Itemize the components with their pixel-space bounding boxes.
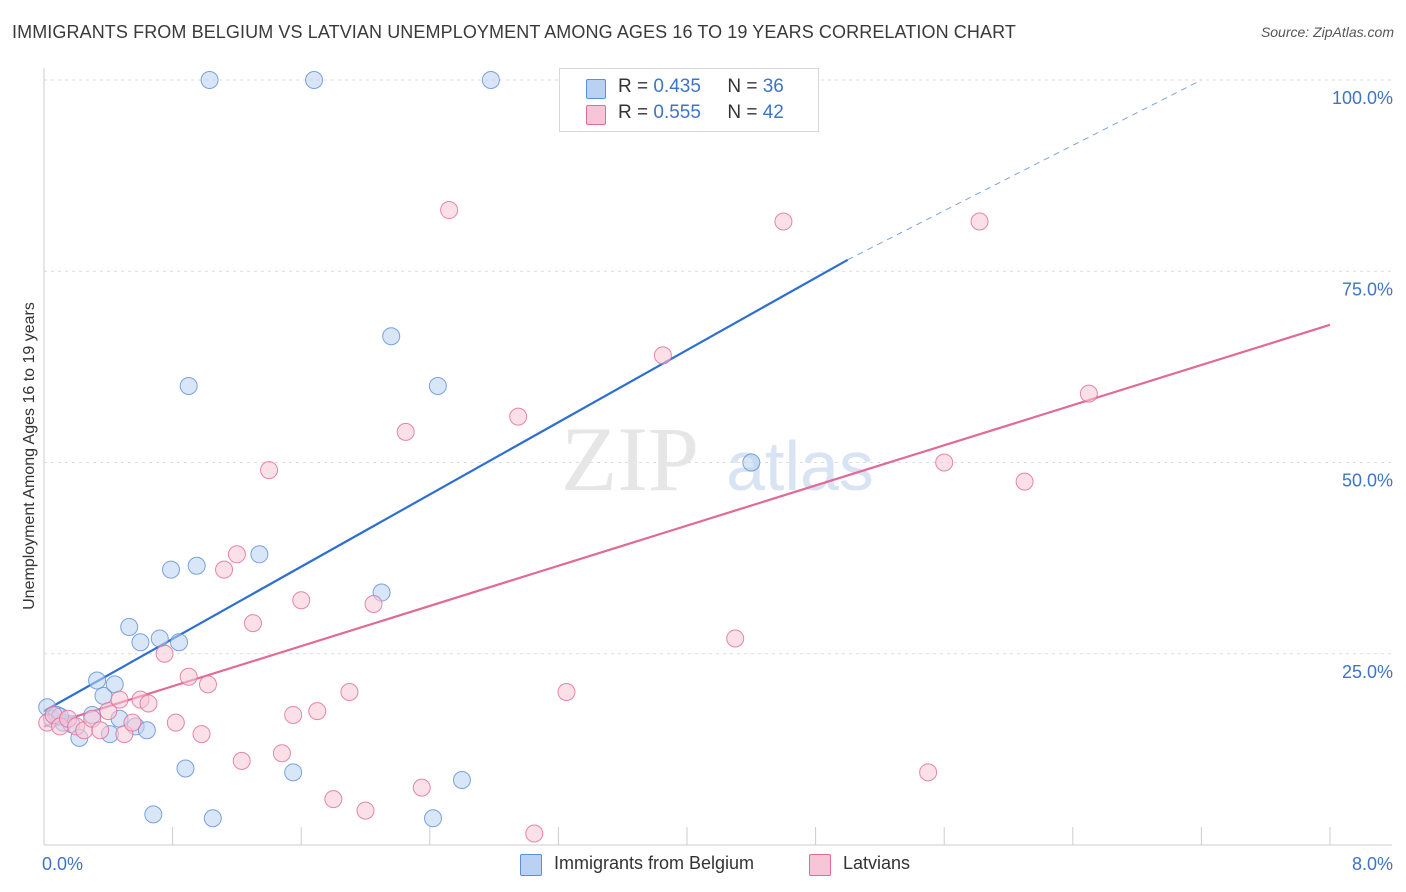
point-belgium [742, 453, 761, 472]
point-latvians [155, 644, 174, 663]
tick-labels: 25.0% 50.0% 75.0% 100.0% 0.0% 8.0% [42, 88, 1393, 874]
point-belgium [144, 805, 163, 824]
watermark-zip: ZIP [561, 408, 699, 510]
point-belgium [105, 675, 124, 694]
point-latvians [653, 346, 672, 365]
point-latvians [166, 713, 185, 732]
correlation-legend: R = 0.435 N = 36 R = 0.555 N = 42 [559, 68, 819, 132]
point-latvians [1015, 472, 1034, 491]
point-belgium [305, 71, 324, 89]
n-value: 36 [762, 76, 784, 97]
point-latvians [232, 751, 251, 770]
legend-swatch-latvians [586, 105, 606, 125]
x-tick-label: 8.0% [1352, 854, 1393, 874]
chart-title: IMMIGRANTS FROM BELGIUM VS LATVIAN UNEMP… [12, 22, 1016, 42]
point-belgium [428, 377, 447, 395]
point-belgium [161, 560, 180, 579]
trend-extension-belgium [847, 79, 1202, 261]
legend-swatch-belgium-bottom [520, 854, 542, 876]
point-latvians [192, 725, 211, 744]
point-latvians [198, 675, 217, 694]
point-belgium [120, 617, 139, 636]
legend-label-latvians: Latvians [843, 853, 911, 873]
point-belgium [382, 327, 401, 346]
y-tick-label: 75.0% [1342, 279, 1393, 299]
legend-swatch-belgium [586, 79, 606, 99]
legend-swatch-latvians-bottom [809, 854, 831, 876]
point-latvians [340, 683, 359, 701]
y-tick-label: 25.0% [1342, 662, 1393, 682]
n-label: N = [727, 76, 758, 97]
point-belgium [170, 633, 189, 652]
n-label: N = [727, 102, 758, 123]
n-value: 42 [762, 102, 784, 123]
point-belgium [150, 629, 169, 648]
point-latvians [774, 212, 793, 231]
point-latvians [227, 545, 246, 564]
legend-label-belgium: Immigrants from Belgium [554, 853, 755, 873]
point-latvians [726, 629, 745, 648]
point-belgium [284, 763, 303, 782]
point-latvians [364, 595, 383, 614]
r-label: R = [618, 102, 649, 123]
r-label: R = [618, 76, 649, 97]
x-tick-label: 0.0% [42, 854, 83, 874]
point-latvians [110, 690, 129, 709]
point-latvians [1079, 384, 1098, 403]
point-belgium [179, 377, 198, 395]
point-latvians [509, 407, 528, 426]
point-belgium [203, 809, 222, 828]
point-latvians [139, 694, 158, 713]
point-latvians [412, 778, 431, 797]
point-latvians [308, 702, 327, 721]
point-latvians [215, 560, 234, 579]
data-points [38, 71, 1098, 843]
point-latvians [292, 591, 311, 610]
point-belgium [452, 770, 471, 789]
point-latvians [272, 744, 291, 763]
grid-lines [44, 79, 1392, 655]
legend-text-belgium: R = 0.435 N = 36 [618, 76, 784, 98]
point-belgium [131, 633, 150, 652]
r-value: 0.435 [653, 76, 701, 97]
trend-line-latvians [43, 323, 1331, 728]
y-tick-label: 100.0% [1332, 88, 1393, 108]
point-latvians [970, 212, 989, 231]
point-latvians [935, 453, 954, 472]
point-latvians [396, 422, 415, 441]
point-latvians [243, 614, 262, 633]
point-belgium [88, 671, 107, 690]
point-belgium [424, 809, 443, 828]
point-latvians [324, 790, 343, 809]
legend-text-latvians: R = 0.555 N = 42 [618, 102, 784, 124]
point-latvians [123, 713, 142, 732]
point-belgium [176, 759, 195, 778]
y-tick-label: 50.0% [1342, 471, 1393, 491]
point-latvians [356, 801, 375, 820]
chart-source: Source: ZipAtlas.com [1260, 24, 1394, 40]
point-latvians [557, 683, 576, 701]
point-belgium [250, 545, 269, 564]
point-belgium [481, 71, 500, 89]
point-latvians [91, 721, 110, 740]
point-latvians [260, 461, 279, 480]
point-latvians [919, 763, 938, 782]
watermark: ZIP atlas [561, 408, 874, 510]
point-latvians [525, 824, 544, 843]
point-belgium [187, 556, 206, 575]
r-value: 0.555 [653, 102, 701, 123]
point-latvians [284, 705, 303, 724]
trend-lines [43, 79, 1331, 728]
point-belgium [137, 721, 156, 740]
point-latvians [440, 201, 459, 220]
axes [43, 68, 1392, 846]
point-latvians [99, 702, 118, 721]
point-belgium [200, 71, 219, 89]
point-latvians [179, 667, 198, 686]
